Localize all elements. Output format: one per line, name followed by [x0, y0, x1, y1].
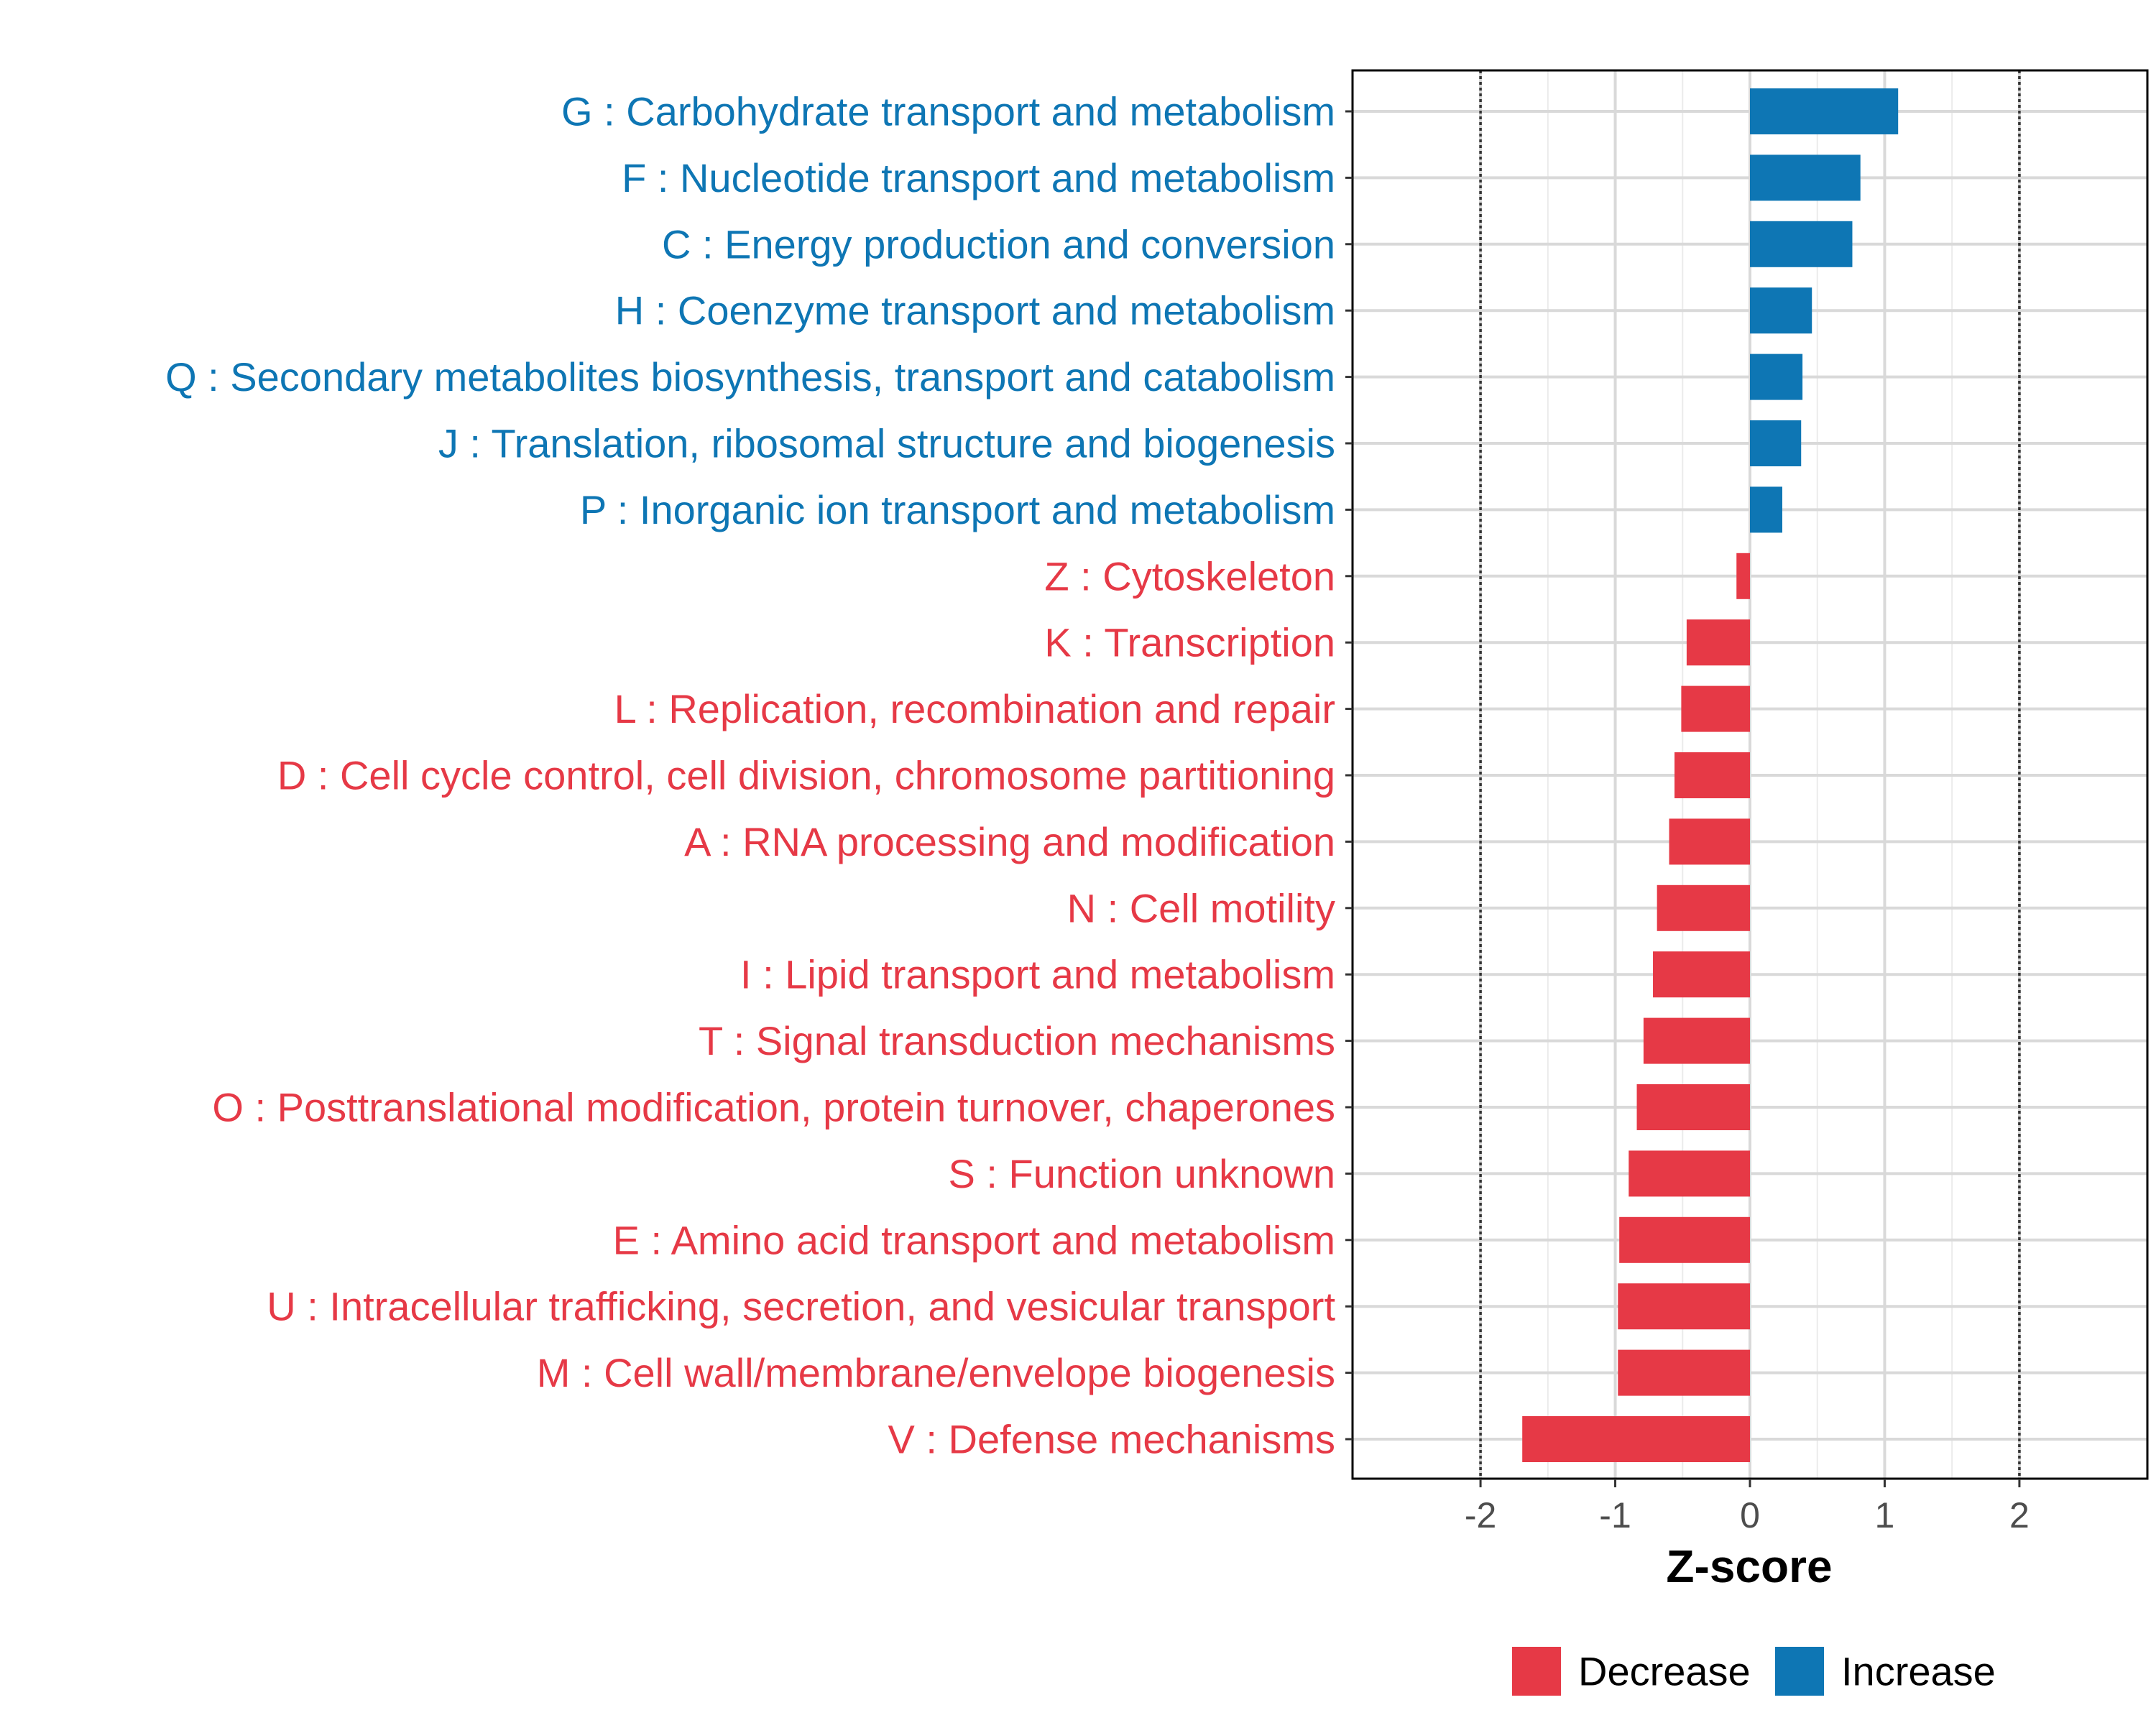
category-label: Z : Cytoskeleton	[1044, 553, 1335, 599]
bar	[1750, 88, 1899, 134]
category-label: P : Inorganic ion transport and metaboli…	[580, 487, 1335, 532]
legend: Decrease Increase	[1512, 1647, 1996, 1696]
x-tick-label: 1	[1875, 1495, 1895, 1535]
category-label: T : Signal transduction mechanisms	[699, 1018, 1335, 1063]
x-axis: -2 -1 0 1 2	[1465, 1479, 2030, 1535]
category-label: K : Transcription	[1044, 620, 1335, 665]
category-label: Q : Secondary metabolites biosynthesis, …	[165, 354, 1335, 399]
bar	[1522, 1416, 1750, 1462]
category-label: C : Energy production and conversion	[662, 221, 1335, 267]
category-label: A : RNA processing and modification	[684, 819, 1335, 864]
category-label: H : Coenzyme transport and metabolism	[615, 288, 1335, 333]
bar	[1618, 1349, 1750, 1396]
category-label: N : Cell motility	[1067, 885, 1335, 930]
bar	[1750, 486, 1782, 533]
legend-label: Decrease	[1578, 1649, 1751, 1694]
bar	[1686, 619, 1750, 666]
bar	[1750, 354, 1803, 400]
bar	[1681, 685, 1750, 732]
bar	[1750, 221, 1853, 267]
category-label: O : Posttranslational modification, prot…	[212, 1085, 1335, 1130]
legend-swatch	[1775, 1647, 1824, 1696]
category-label: S : Function unknown	[948, 1151, 1335, 1196]
bar	[1653, 951, 1750, 998]
bar	[1657, 884, 1750, 931]
x-tick-label: -1	[1599, 1495, 1631, 1535]
category-label: J : Translation, ribosomal structure and…	[438, 421, 1335, 466]
x-axis-title: Z-score	[1666, 1540, 1832, 1592]
legend-swatch	[1512, 1647, 1561, 1696]
bar	[1619, 1216, 1750, 1263]
category-label: D : Cell cycle control, cell division, c…	[277, 753, 1335, 798]
bar	[1669, 818, 1750, 865]
category-label: I : Lipid transport and metabolism	[740, 952, 1335, 997]
bar	[1643, 1017, 1750, 1064]
bar	[1736, 553, 1750, 599]
bar	[1750, 420, 1802, 466]
x-tick-label: -2	[1465, 1495, 1496, 1535]
category-label: M : Cell wall/membrane/envelope biogenes…	[537, 1350, 1335, 1395]
bar	[1636, 1084, 1750, 1130]
x-tick-label: 0	[1740, 1495, 1760, 1535]
bars	[1479, 70, 2021, 1479]
y-axis: G : Carbohydrate transport and metabolis…	[165, 89, 1353, 1462]
category-label: F : Nucleotide transport and metabolism	[622, 155, 1335, 200]
bar	[1750, 154, 1861, 201]
category-label: E : Amino acid transport and metabolism	[613, 1217, 1335, 1262]
category-label: V : Defense mechanisms	[888, 1417, 1335, 1462]
category-label: G : Carbohydrate transport and metabolis…	[561, 89, 1335, 134]
bar	[1674, 752, 1750, 798]
x-tick-label: 2	[2009, 1495, 2030, 1535]
category-label: L : Replication, recombination and repai…	[614, 686, 1335, 731]
bar	[1750, 287, 1812, 334]
category-label: U : Intracellular trafficking, secretion…	[267, 1284, 1335, 1329]
legend-label: Increase	[1841, 1649, 1996, 1694]
bar	[1628, 1150, 1750, 1197]
bar	[1618, 1283, 1750, 1330]
